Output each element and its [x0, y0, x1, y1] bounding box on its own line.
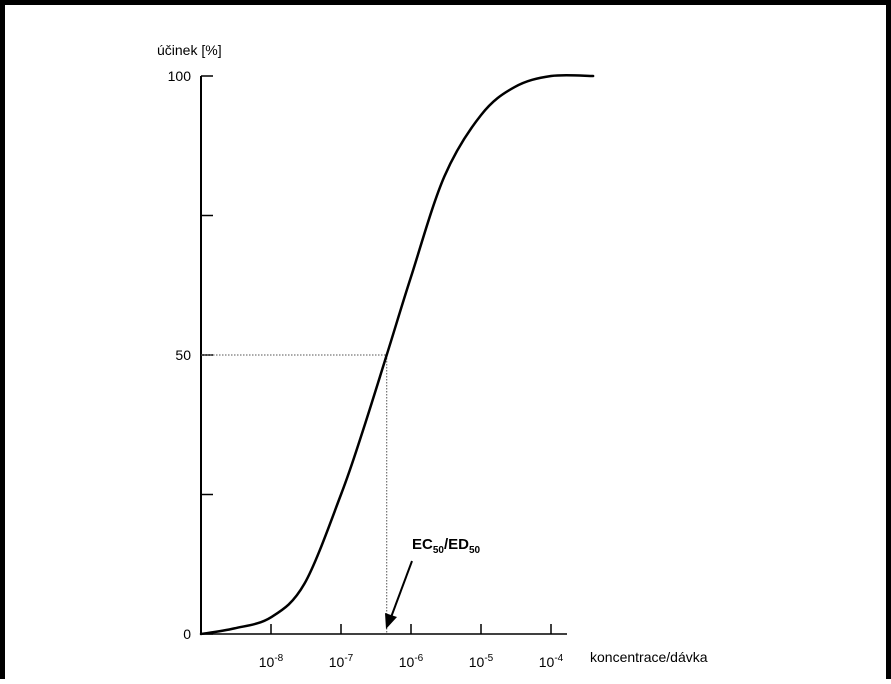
y-tick-label: 50: [175, 347, 191, 363]
y-axis-title: účinek [%]: [157, 42, 222, 58]
ec50-annotation-label: EC50/ED50: [412, 536, 481, 556]
dose-response-curve: [199, 73, 595, 636]
ed50-label-sub: 50: [469, 545, 481, 556]
x-axis-title: koncentrace/dávka: [590, 649, 708, 665]
ed50-label-main: /ED: [444, 536, 469, 553]
x-tick-label: 10-8: [259, 653, 284, 670]
ec50-label-main: EC: [412, 536, 433, 553]
x-tick-label: 10-4: [539, 653, 564, 670]
x-tick-label: 10-5: [469, 653, 494, 670]
y-tick-label: 0: [183, 626, 191, 642]
y-axis-ticks: 0 50 100: [168, 68, 213, 642]
x-tick-label: 10-7: [329, 653, 354, 670]
x-axis-ticks: 10-8 10-7 10-6 10-5 10-4: [259, 624, 564, 670]
dose-response-chart: účinek [%] 0 50 100 10-8 10-7 10-6 10-5 10-4 E…: [157, 42, 708, 670]
ec50-label-sub: 50: [433, 545, 445, 556]
ec50-arrow: [385, 560, 413, 629]
y-tick-label: 100: [168, 68, 192, 84]
x-tick-label: 10-6: [399, 653, 424, 670]
